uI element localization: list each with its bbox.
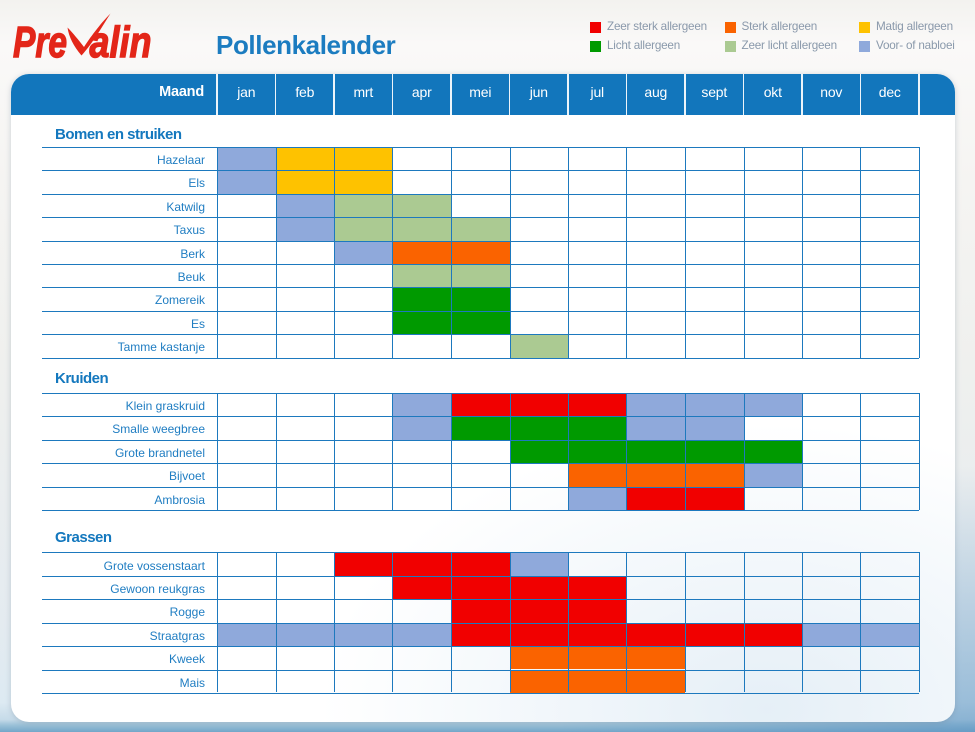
svg-text:Pre: Pre xyxy=(13,18,67,67)
svg-text:alin: alin xyxy=(90,18,152,67)
